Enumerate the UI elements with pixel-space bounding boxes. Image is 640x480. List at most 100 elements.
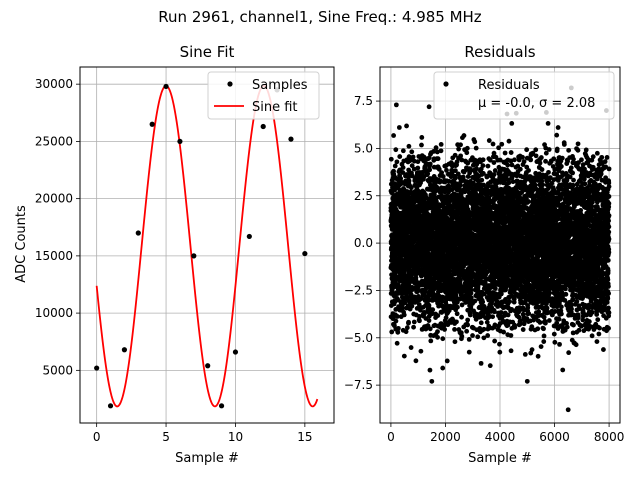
residual-point bbox=[411, 319, 417, 325]
residual-point bbox=[404, 325, 410, 331]
sine-fit-line bbox=[95, 84, 319, 408]
sine-fit-plot-area bbox=[94, 83, 319, 409]
residual-point bbox=[409, 303, 415, 309]
residual-point bbox=[512, 157, 517, 163]
residual-point bbox=[508, 150, 514, 155]
residual-point bbox=[391, 285, 396, 290]
residual-point bbox=[394, 159, 400, 165]
sine-fit-chart: Sine Fit Sample # ADC Counts 0 5 10 1550001… bbox=[14, 43, 335, 466]
sample-point bbox=[246, 233, 252, 240]
residual-point bbox=[443, 315, 449, 321]
sample-point bbox=[94, 365, 100, 371]
residual-point bbox=[492, 338, 498, 344]
residual-point bbox=[461, 133, 467, 138]
residual-point bbox=[478, 360, 484, 366]
sample-point bbox=[191, 253, 197, 259]
residual-point bbox=[406, 178, 412, 184]
residual-point bbox=[418, 348, 424, 354]
residuals-x-tick-label: 2000 bbox=[430, 430, 461, 444]
residual-point bbox=[411, 166, 417, 172]
residual-point bbox=[426, 318, 432, 323]
residual-point bbox=[421, 311, 427, 317]
residual-point bbox=[408, 345, 414, 350]
residual-point bbox=[464, 145, 470, 151]
residual-point bbox=[497, 349, 503, 355]
residual-point bbox=[393, 318, 399, 324]
residual-point bbox=[403, 329, 409, 335]
residual-point bbox=[400, 148, 406, 154]
residual-point bbox=[392, 163, 398, 169]
residual-point bbox=[508, 348, 514, 354]
sine-fit-legend: Samples Sine fit bbox=[207, 71, 320, 120]
residual-point bbox=[479, 177, 485, 183]
residual-point bbox=[490, 141, 496, 147]
sine-fit-y-tick-label: 30000 bbox=[35, 77, 73, 91]
residual-point bbox=[472, 139, 478, 145]
residual-point bbox=[404, 123, 409, 129]
sample-point bbox=[260, 123, 266, 130]
residual-point bbox=[466, 337, 472, 342]
residual-point bbox=[413, 358, 419, 364]
residual-point bbox=[459, 333, 465, 339]
figure-suptitle: Run 2961, channel1, Sine Freq.: 4.985 MH… bbox=[158, 8, 482, 26]
sample-point bbox=[121, 347, 128, 353]
sine-fit-title: Sine Fit bbox=[180, 43, 235, 61]
sine-fit-y-tick-label: 25000 bbox=[35, 134, 73, 148]
residuals-x-tick-label: 4000 bbox=[485, 430, 516, 444]
residuals-y-tick-label: −5.0 bbox=[344, 331, 373, 345]
residual-point bbox=[396, 125, 402, 130]
residual-point bbox=[444, 358, 450, 364]
residual-point bbox=[506, 138, 512, 144]
residual-point bbox=[487, 363, 493, 369]
residual-point bbox=[468, 290, 474, 296]
residual-point bbox=[409, 149, 415, 155]
residual-point bbox=[464, 328, 470, 334]
residual-point bbox=[465, 317, 471, 323]
residual-point bbox=[458, 142, 463, 148]
residuals-y-tick-label: 5.0 bbox=[354, 141, 373, 155]
residual-point bbox=[391, 133, 397, 138]
sine-fit-axes-frame bbox=[79, 66, 335, 424]
residual-point bbox=[394, 314, 400, 319]
residual-point bbox=[458, 153, 464, 159]
residual-point bbox=[454, 319, 459, 325]
sine-fit-x-tick-label: 5 bbox=[162, 430, 170, 444]
residual-point bbox=[406, 319, 411, 325]
residual-point bbox=[480, 299, 486, 305]
residual-point bbox=[472, 298, 478, 304]
residual-point bbox=[507, 299, 513, 304]
residual-point bbox=[512, 324, 518, 330]
residual-point bbox=[427, 167, 433, 173]
residual-point bbox=[499, 141, 505, 147]
residuals-plot-area bbox=[388, 85, 612, 413]
sine-fit-x-tick-label: 0 bbox=[93, 430, 101, 444]
residuals-x-tick-label: 0 bbox=[387, 430, 395, 444]
residual-point bbox=[415, 165, 421, 171]
sine-fit-y-tick-label: 15000 bbox=[35, 249, 73, 263]
residuals-ticks: 0 2000 4000 6000 8000−7.5−5.0−2.50.02.55.07.… bbox=[344, 94, 625, 444]
residual-point bbox=[465, 322, 470, 328]
residual-point bbox=[492, 286, 498, 292]
residual-point bbox=[440, 174, 446, 179]
residual-point bbox=[397, 154, 403, 159]
sine-fit-y-tick-label: 5000 bbox=[42, 363, 73, 377]
residual-point bbox=[480, 157, 486, 163]
residual-point bbox=[505, 312, 511, 318]
residual-point bbox=[398, 176, 404, 181]
residual-point bbox=[438, 142, 444, 147]
residual-point bbox=[411, 324, 416, 330]
sample-point bbox=[163, 83, 169, 90]
residual-point bbox=[435, 334, 440, 340]
residual-point bbox=[427, 367, 433, 373]
residuals-x-tick-label: 8000 bbox=[594, 430, 625, 444]
residual-point bbox=[486, 138, 492, 143]
residual-point bbox=[467, 312, 473, 318]
residual-point bbox=[435, 156, 441, 162]
sample-point bbox=[218, 403, 225, 409]
residual-point bbox=[430, 307, 436, 313]
residuals-y-tick-label: 2.5 bbox=[354, 189, 373, 203]
residual-point bbox=[401, 353, 407, 359]
residual-point bbox=[393, 147, 399, 153]
